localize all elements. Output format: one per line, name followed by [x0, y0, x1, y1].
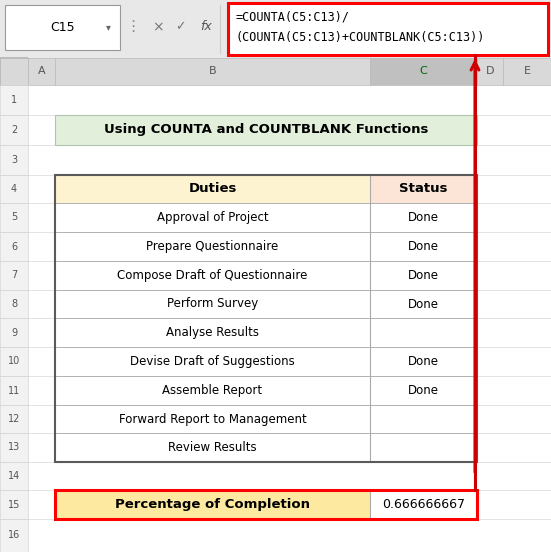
Bar [370, 490, 477, 519]
Bar [55, 490, 370, 519]
Text: 1: 1 [11, 95, 17, 105]
Bar [503, 58, 551, 85]
Polygon shape [0, 58, 28, 85]
Bar [370, 175, 477, 203]
Text: Forward Report to Management: Forward Report to Management [118, 412, 306, 426]
Bar [0, 347, 28, 376]
Text: 3: 3 [11, 155, 17, 165]
Text: ▾: ▾ [106, 22, 110, 32]
Bar [0, 405, 28, 433]
Text: Review Results: Review Results [168, 441, 257, 454]
Text: D: D [486, 66, 494, 77]
Text: E: E [523, 66, 531, 77]
Bar [0, 85, 551, 552]
Text: Done: Done [408, 240, 439, 253]
Bar [0, 58, 28, 85]
Text: 15: 15 [8, 500, 20, 509]
Text: 13: 13 [8, 443, 20, 453]
Text: A: A [37, 66, 45, 77]
Text: ✓: ✓ [175, 20, 185, 34]
Bar [55, 175, 477, 462]
Bar [0, 175, 28, 203]
Bar [0, 490, 28, 519]
Bar [0, 376, 28, 405]
Text: C: C [420, 66, 428, 77]
Text: 5: 5 [11, 213, 17, 222]
Text: Done: Done [408, 298, 439, 310]
Bar [0, 232, 28, 261]
Text: Assemble Report: Assemble Report [163, 384, 263, 397]
Text: Devise Draft of Suggestions: Devise Draft of Suggestions [130, 355, 295, 368]
Text: ⋮: ⋮ [126, 19, 141, 34]
Bar [55, 490, 477, 519]
Bar [477, 58, 503, 85]
Text: Using COUNTA and COUNTBLANK Functions: Using COUNTA and COUNTBLANK Functions [104, 124, 428, 136]
Bar [0, 203, 28, 232]
Text: (COUNTA(C5:C13)+COUNTBLANK(C5:C13)): (COUNTA(C5:C13)+COUNTBLANK(C5:C13)) [236, 30, 485, 44]
Text: Approval of Project: Approval of Project [156, 211, 268, 224]
Text: 16: 16 [8, 530, 20, 540]
Text: Duties: Duties [188, 183, 237, 195]
Text: fx: fx [200, 20, 212, 34]
Bar [0, 462, 28, 490]
Bar [28, 58, 55, 85]
Text: ×: × [152, 20, 164, 34]
Bar [0, 433, 28, 462]
Text: C15: C15 [50, 21, 75, 34]
Text: Done: Done [408, 211, 439, 224]
Text: B: B [209, 66, 217, 77]
Bar [0, 290, 28, 318]
Text: 4: 4 [11, 184, 17, 194]
Bar [0, 261, 28, 290]
Text: 12: 12 [8, 414, 20, 424]
Text: 7: 7 [11, 270, 17, 280]
Bar [0, 318, 28, 347]
Bar [0, 0, 551, 58]
Text: =COUNTA(C5:C13)/: =COUNTA(C5:C13)/ [236, 10, 350, 24]
Text: Perform Survey: Perform Survey [167, 298, 258, 310]
Bar [55, 175, 370, 203]
Bar [55, 115, 477, 145]
Text: 8: 8 [11, 299, 17, 309]
Text: Percentage of Completion: Percentage of Completion [115, 498, 310, 511]
Text: 0.666666667: 0.666666667 [382, 498, 465, 511]
Text: 2: 2 [11, 125, 17, 135]
Text: 11: 11 [8, 385, 20, 395]
Text: Done: Done [408, 384, 439, 397]
Text: 14: 14 [8, 471, 20, 481]
Text: Compose Draft of Questionnaire: Compose Draft of Questionnaire [117, 269, 307, 282]
Bar [0, 145, 28, 175]
Bar [0, 115, 28, 145]
Text: Analyse Results: Analyse Results [166, 326, 259, 339]
Bar [0, 519, 28, 552]
Text: 9: 9 [11, 327, 17, 337]
Bar [55, 58, 370, 85]
Bar [370, 58, 477, 85]
Text: 10: 10 [8, 357, 20, 367]
Text: Prepare Questionnaire: Prepare Questionnaire [147, 240, 279, 253]
Bar [0, 85, 28, 115]
Text: 6: 6 [11, 242, 17, 252]
Bar [0, 58, 551, 85]
Bar [5, 5, 120, 50]
Text: Status: Status [399, 183, 448, 195]
Text: Done: Done [408, 269, 439, 282]
Text: Done: Done [408, 355, 439, 368]
Bar [228, 3, 548, 55]
